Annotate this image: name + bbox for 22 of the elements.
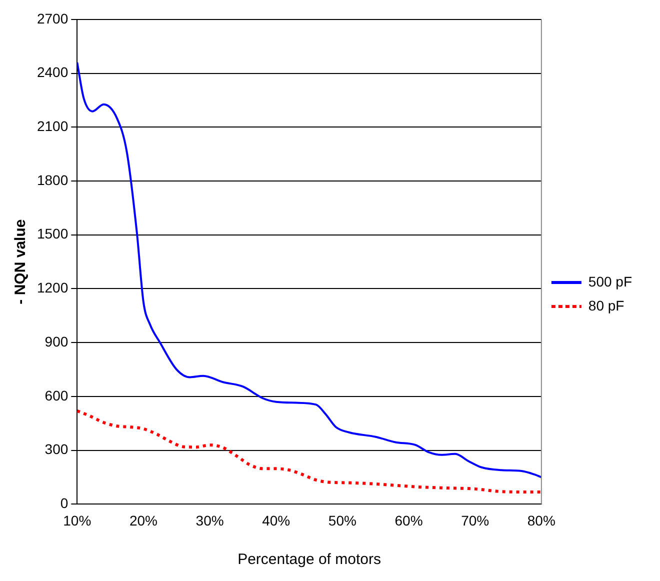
- y-tick-label: 1200: [36, 280, 68, 296]
- x-tick-label: 50%: [328, 512, 356, 528]
- x-tick-label: 30%: [196, 512, 224, 528]
- y-tick-label: 1800: [36, 172, 68, 188]
- legend-label: 500 pF: [588, 273, 632, 290]
- y-tick-label: 900: [44, 333, 68, 350]
- y-tick-label: 0: [60, 495, 68, 512]
- y-tick-label: 1500: [36, 226, 68, 242]
- y-axis-title: - NQN value: [12, 219, 30, 304]
- x-tick-label: 80%: [527, 512, 556, 528]
- y-tick-label: 2400: [36, 64, 68, 80]
- y-tick-label: 300: [44, 441, 68, 458]
- y-tick-label: 2700: [36, 10, 68, 26]
- x-axis-title: Percentage of motors: [238, 551, 381, 568]
- x-tick-label: 40%: [262, 512, 290, 528]
- y-tick-label: 600: [44, 387, 68, 404]
- x-tick-label: 60%: [394, 512, 423, 528]
- x-tick-label: 20%: [129, 512, 158, 528]
- x-tick-label: 10%: [63, 512, 92, 528]
- y-tick-label: 2100: [36, 118, 68, 134]
- x-tick-label: 70%: [461, 512, 490, 528]
- legend-label: 80 pF: [588, 297, 624, 314]
